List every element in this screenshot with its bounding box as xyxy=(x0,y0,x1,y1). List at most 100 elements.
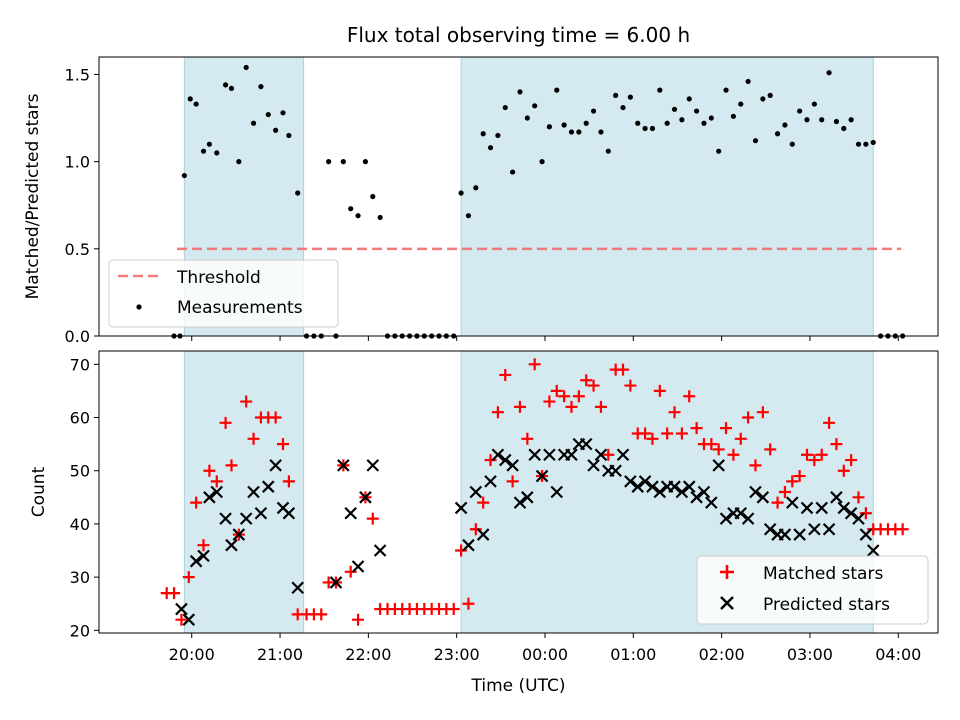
measurement-point xyxy=(782,122,788,128)
predicted-star-point xyxy=(484,475,497,488)
measurement-point xyxy=(723,87,729,93)
matched-star-point xyxy=(815,448,828,461)
predicted-star-point xyxy=(756,491,770,504)
measurement-point xyxy=(635,120,641,126)
predicted-star-point xyxy=(866,544,880,557)
predicted-star-point xyxy=(646,480,659,493)
measurement-point xyxy=(752,138,759,144)
matched-star-point xyxy=(455,544,468,557)
bottom-legend-frame xyxy=(696,555,929,625)
measurement-point xyxy=(377,214,383,221)
measurement-point xyxy=(855,141,862,147)
predicted-star-point xyxy=(550,485,564,499)
measurement-point xyxy=(804,117,810,123)
measurement-point xyxy=(642,125,648,132)
predicted-star-point xyxy=(624,475,637,488)
measurement-point xyxy=(539,159,545,165)
measurement-point xyxy=(487,145,494,151)
predicted-star-point xyxy=(594,448,608,462)
x-tick-label: 01:00 xyxy=(610,645,656,664)
measurement-point xyxy=(745,78,751,85)
matched-star-point xyxy=(705,438,718,451)
measurement-point xyxy=(187,96,193,102)
matched-star-point xyxy=(742,411,755,424)
measurement-point xyxy=(546,124,553,130)
measurement-point xyxy=(576,129,582,135)
predicted-star-point xyxy=(454,501,468,515)
predicted-star-point xyxy=(859,528,873,541)
predicted-star-point xyxy=(543,448,556,462)
measurement-point xyxy=(686,96,692,102)
bottom-y-tick-label: 50 xyxy=(70,462,90,481)
measurement-point xyxy=(480,131,486,137)
top-y-tick-label: 1.5 xyxy=(65,65,90,84)
measurement-point xyxy=(841,125,847,132)
predicted-star-point xyxy=(690,491,703,504)
predicted-star-point xyxy=(800,501,814,515)
top-legend: Threshold Measurements xyxy=(108,259,339,328)
predicted-star-point xyxy=(712,459,725,472)
measurement-point xyxy=(760,96,766,102)
measurement-point xyxy=(774,131,781,137)
measurement-point xyxy=(833,118,840,125)
bottom-plot-frame xyxy=(98,350,939,634)
measurement-point xyxy=(613,92,619,98)
predicted-star-point xyxy=(513,496,527,509)
measurement-point xyxy=(473,185,479,191)
x-tick-label: 02:00 xyxy=(699,645,745,664)
predicted-star-point xyxy=(822,522,836,536)
matched-star-point xyxy=(580,374,593,387)
matched-star-point xyxy=(366,512,379,525)
measurement-point xyxy=(620,104,626,111)
matched-star-point xyxy=(240,395,253,408)
predicted-star-point xyxy=(189,554,203,568)
top-y-tick-label: 0.0 xyxy=(65,327,90,346)
predicted-star-point xyxy=(682,480,696,493)
matched-star-point xyxy=(859,507,872,520)
bottom-legend: Matched stars Predicted stars xyxy=(696,555,929,625)
predicted-star-point xyxy=(337,459,350,472)
matched-star-point xyxy=(469,523,482,536)
predicted-legend-label: Predicted stars xyxy=(763,595,890,615)
predicted-star-point xyxy=(535,469,549,483)
matched-star-point xyxy=(823,416,836,429)
matched-star-point xyxy=(477,496,490,509)
predicted-star-point xyxy=(210,485,224,499)
predicted-star-point xyxy=(668,480,681,493)
measurement-point xyxy=(554,87,560,93)
predicted-star-point xyxy=(808,522,821,536)
top-y-tick-label: 0.5 xyxy=(65,240,90,259)
top-panel: 0.0 0.5 1.0 1.5 Matched/Predicted stars Thr… xyxy=(23,56,939,346)
matched-legend-swatch xyxy=(720,565,734,579)
matched-star-point xyxy=(668,406,681,419)
matched-star-point xyxy=(845,454,858,467)
measurement-point xyxy=(495,132,501,139)
predicted-star-point xyxy=(182,613,196,626)
measurement-point xyxy=(517,89,523,95)
matched-stars-points xyxy=(160,358,909,626)
predicted-star-point xyxy=(232,528,246,541)
predicted-star-point xyxy=(373,544,387,557)
predicted-star-point xyxy=(616,448,630,462)
x-tick-label: 21:00 xyxy=(257,645,303,664)
measurement-point xyxy=(716,148,722,154)
predicted-star-point xyxy=(638,475,652,488)
measurement-point xyxy=(286,132,292,139)
measurement-point xyxy=(657,87,663,93)
bottom-y-tick-label: 60 xyxy=(70,409,90,428)
measurement-point xyxy=(826,70,832,76)
measurement-point xyxy=(561,122,567,128)
matched-star-point xyxy=(565,400,578,413)
matched-legend-label: Matched stars xyxy=(763,564,883,584)
measurement-point xyxy=(250,120,257,126)
measurement-point xyxy=(708,115,714,121)
measurement-point xyxy=(598,129,604,135)
matched-star-point xyxy=(764,443,777,456)
predicted-star-point xyxy=(197,549,210,563)
bottom-y-axis-ticks: 20 30 40 50 60 70 xyxy=(70,355,99,640)
predicted-star-point xyxy=(506,459,519,472)
threshold-legend-label: Threshold xyxy=(176,268,261,288)
top-x-axis-ticks xyxy=(191,336,899,341)
matched-star-point xyxy=(190,496,203,509)
